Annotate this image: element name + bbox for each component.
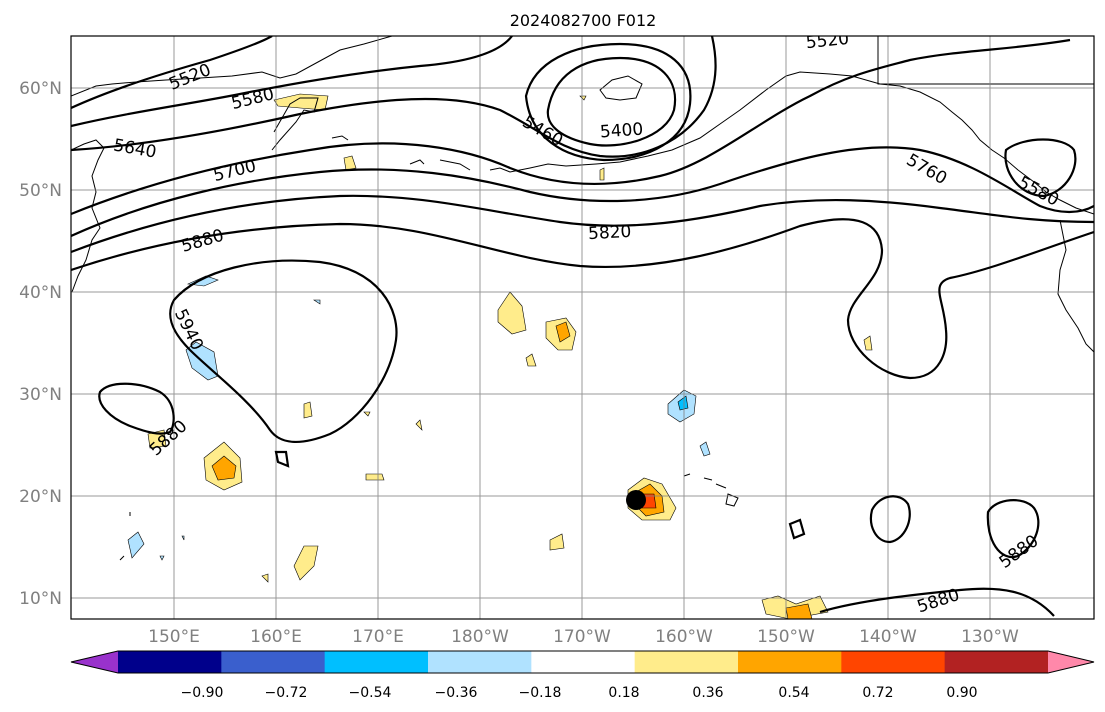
lat-tick-label: 20°N (19, 487, 62, 507)
colorbar-outline (70, 650, 1095, 674)
contour-5940 (169, 259, 398, 443)
colorbar-segment (428, 651, 532, 673)
contour-label: 5520 (805, 29, 850, 53)
colorbar-tick-label: −0.54 (349, 685, 392, 701)
colorbar-tick-label: −0.18 (519, 685, 562, 701)
colorbar-tick-label: −0.36 (435, 685, 478, 701)
colorbar-segment (324, 651, 429, 673)
negative-anomaly-area (699, 441, 711, 457)
positive-anomaly-area (293, 545, 319, 581)
positive-anomaly-area (303, 401, 313, 419)
colorbar-tick-label: 0.90 (946, 685, 977, 701)
positive-anomaly-area (261, 573, 269, 583)
contour-5880e (869, 495, 911, 544)
negative-anomaly-area (313, 299, 321, 305)
contour-label: 5820 (588, 222, 632, 244)
contour-label: 5400 (599, 120, 644, 143)
colorbar-segment (118, 651, 222, 673)
lat-tick-label: 50°N (19, 181, 62, 201)
lat-tick-label: 10°N (19, 589, 62, 609)
map-title: 2024082700 F012 (510, 11, 657, 30)
location-marker (626, 490, 646, 510)
contour-5400 (546, 56, 677, 147)
positive-anomaly-area (363, 411, 371, 417)
negative-anomaly-area (127, 531, 145, 559)
colorbar-segment (841, 651, 946, 673)
positive-anomaly-area (549, 533, 565, 551)
colorbar (70, 650, 1095, 674)
lon-tick-label: 170°E (352, 627, 404, 647)
positive-anomaly-area (365, 473, 385, 481)
colorbar-tick-label: −0.90 (181, 685, 224, 701)
map-area: 5520 5580 5640 5700 5880 5940 5880 5460 … (71, 29, 1094, 619)
coastlines (71, 36, 1094, 561)
contour-5880f (986, 499, 1040, 559)
longitude-labels: 150°E 160°E 170°E 180°W 170°W 160°W 150°… (148, 627, 1019, 647)
positive-anomaly-area (525, 353, 537, 367)
colorbar-tick-label: 0.72 (862, 685, 893, 701)
contour-5880d (788, 518, 806, 540)
anomaly-shading (127, 93, 873, 619)
map-frame (70, 35, 1095, 620)
colorbar-segment (944, 651, 1049, 673)
lon-tick-label: 180°W (451, 627, 509, 647)
negative-anomaly-area (181, 535, 185, 541)
lat-tick-label: 40°N (19, 283, 62, 303)
colorbar-segment (221, 651, 326, 673)
lat-tick-label: 30°N (19, 385, 62, 405)
positive-anomaly-area (555, 321, 571, 343)
colorbar-tick-label: 0.18 (608, 685, 639, 701)
contour-cutoff (1004, 138, 1077, 198)
latitude-labels: 60°N 50°N 40°N 30°N 20°N 10°N (19, 79, 62, 609)
contour-5880c (274, 450, 290, 468)
contour-5580 (71, 36, 513, 128)
positive-anomaly-area (599, 167, 605, 181)
positive-anomaly-area (211, 455, 237, 481)
colorbar-segment (738, 651, 842, 673)
contour-5460 (524, 42, 692, 162)
contour-5760 (71, 146, 1094, 238)
contour-5880 (71, 218, 1094, 380)
positive-anomaly-area (343, 155, 357, 171)
lon-tick-label: 170°W (553, 627, 611, 647)
contour-5880b (98, 382, 175, 435)
lon-tick-label: 150°E (148, 627, 200, 647)
colorbar-tick-label: 0.54 (778, 685, 809, 701)
negative-anomaly-area (159, 555, 165, 561)
height-contours (71, 36, 1094, 617)
positive-anomaly-area (863, 335, 873, 351)
lon-tick-label: 140°W (859, 627, 917, 647)
colorbar-tick-label: 0.36 (692, 685, 723, 701)
colorbar-labels: −0.90 −0.72 −0.54 −0.36 −0.18 0.18 0.36 … (181, 685, 978, 701)
negative-anomaly-area (677, 395, 689, 411)
positive-anomaly-area (415, 419, 423, 431)
contour-5700 (71, 38, 1071, 216)
lon-tick-label: 150°W (757, 627, 815, 647)
contour-5640 (71, 36, 717, 158)
positive-anomaly-area (785, 603, 813, 619)
colorbar-segment (531, 651, 636, 673)
lat-tick-label: 60°N (19, 79, 62, 99)
contour-5880g (819, 587, 1055, 617)
lon-tick-label: 160°E (250, 627, 302, 647)
lon-tick-label: 160°W (655, 627, 713, 647)
colorbar-extension-high (1048, 651, 1094, 673)
contour-5820 (71, 194, 1094, 254)
lon-tick-label: 130°W (961, 627, 1019, 647)
colorbar-extension-low (71, 651, 118, 673)
colorbar-tick-label: −0.72 (265, 685, 308, 701)
contour-5520 (71, 36, 273, 109)
colorbar-segment (634, 651, 739, 673)
